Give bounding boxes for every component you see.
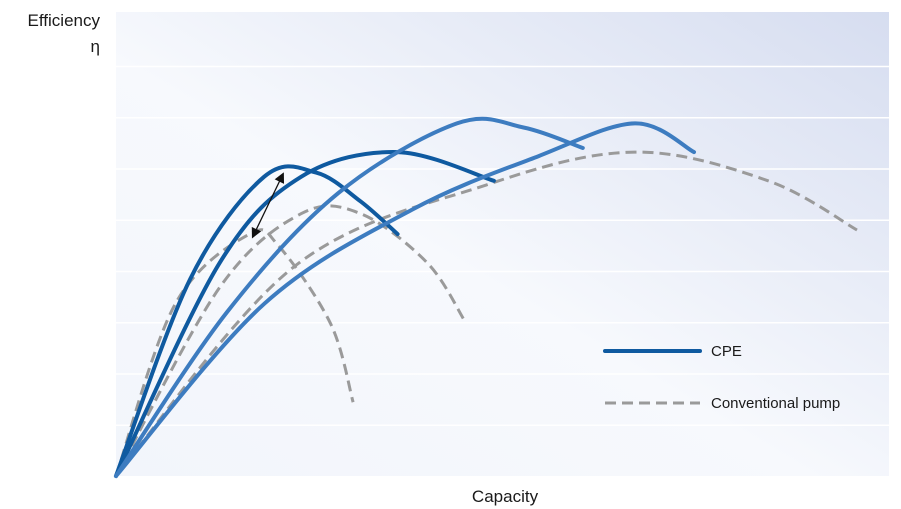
legend: CPE Conventional pump <box>603 343 840 412</box>
annotation-layer <box>251 172 285 239</box>
legend-label-conventional-pump: Conventional pump <box>711 395 840 412</box>
y-axis-title: Efficiency <box>28 11 101 30</box>
legend-label-cpe: CPE <box>711 343 742 360</box>
efficiency-gain-arrow <box>251 172 285 239</box>
x-axis-title: Capacity <box>472 487 539 506</box>
conventional-pump-curve-3 <box>114 150 858 477</box>
cpe-curve-3 <box>114 116 585 478</box>
y-axis-symbol: η <box>91 37 100 56</box>
cpe-curve-2 <box>114 150 496 478</box>
conventional-pump-curve-2 <box>114 204 466 477</box>
cpe-curve-4 <box>114 121 696 478</box>
plot-background <box>116 12 889 476</box>
